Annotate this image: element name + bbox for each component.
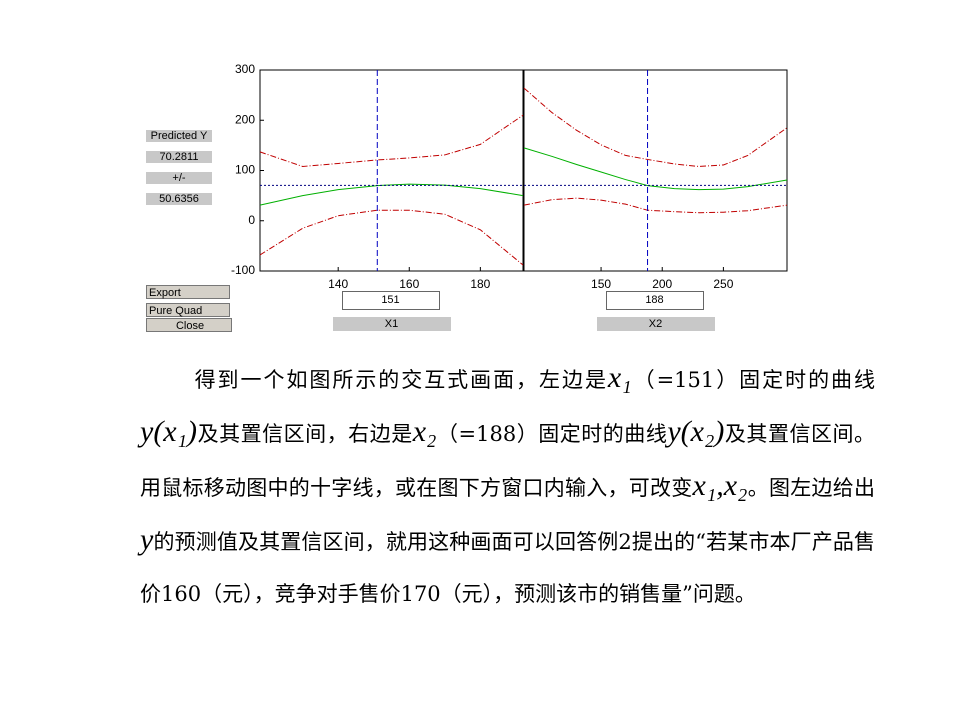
text: 。图左边给出 (747, 476, 876, 500)
x-tick-label: 250 (713, 277, 733, 291)
curve (259, 209, 524, 266)
formula: y(x₂) (667, 415, 725, 448)
x-label: X2 (596, 317, 715, 331)
x-tick-label: 160 (399, 277, 419, 291)
x-tick-label: 180 (470, 277, 490, 291)
pm-label: +/- (146, 172, 212, 184)
x-tick-label: 150 (591, 277, 611, 291)
formula: x₁ (607, 361, 632, 394)
text: （=188）固定时的曲线 (436, 422, 668, 446)
curve (259, 183, 524, 206)
text: （=151）固定时的曲线 (631, 368, 875, 392)
x-input[interactable]: 188 (605, 291, 704, 310)
close-button[interactable]: Close (146, 318, 232, 332)
text: 的预测值及其置信区间，就用这种画面可以回答例2提出的“若某市本厂产品售价160（… (140, 530, 875, 606)
predicted-label: Predicted Y (146, 130, 212, 142)
formula: y (140, 523, 154, 556)
formula: x₂ (412, 415, 437, 448)
y-tick-label: -100 (231, 263, 255, 277)
export-menu[interactable]: Export (146, 285, 230, 299)
text: 得到一个如图所示的交互式画面，左边是 (194, 368, 608, 392)
text: 及其置信区间，右边是 (197, 422, 413, 446)
curve (523, 87, 788, 167)
y-tick-label: 100 (235, 163, 255, 177)
paragraph: 得到一个如图所示的交互式画面，左边是x₁（=151）固定时的曲线 y(x₁)及其置… (140, 352, 875, 620)
y-tick-label: 200 (235, 112, 255, 126)
x-tick-label: 200 (652, 277, 672, 291)
x-input[interactable]: 151 (341, 291, 440, 310)
formula: y(x₁) (140, 415, 198, 448)
model-menu[interactable]: Pure Quad (146, 303, 230, 317)
curve (523, 147, 788, 191)
plot-frame (523, 69, 788, 272)
text: 及其置信区间。用鼠标移动图中的十字线，或在图下方窗口内输入，可改变 (140, 422, 876, 500)
formula: x₁,x₂ (692, 469, 748, 502)
predicted-value: 70.2811 (146, 151, 212, 163)
x-tick-label: 140 (328, 277, 348, 291)
x-label: X1 (332, 317, 451, 331)
chart: -100 0 100 200 300 140 160 180 150 200 250 (231, 62, 788, 291)
plot-frame (259, 69, 524, 272)
half-width: 50.6356 (146, 193, 212, 205)
y-tick-label: 300 (235, 62, 255, 76)
curve (259, 114, 524, 167)
y-tick-label: 0 (248, 213, 255, 227)
